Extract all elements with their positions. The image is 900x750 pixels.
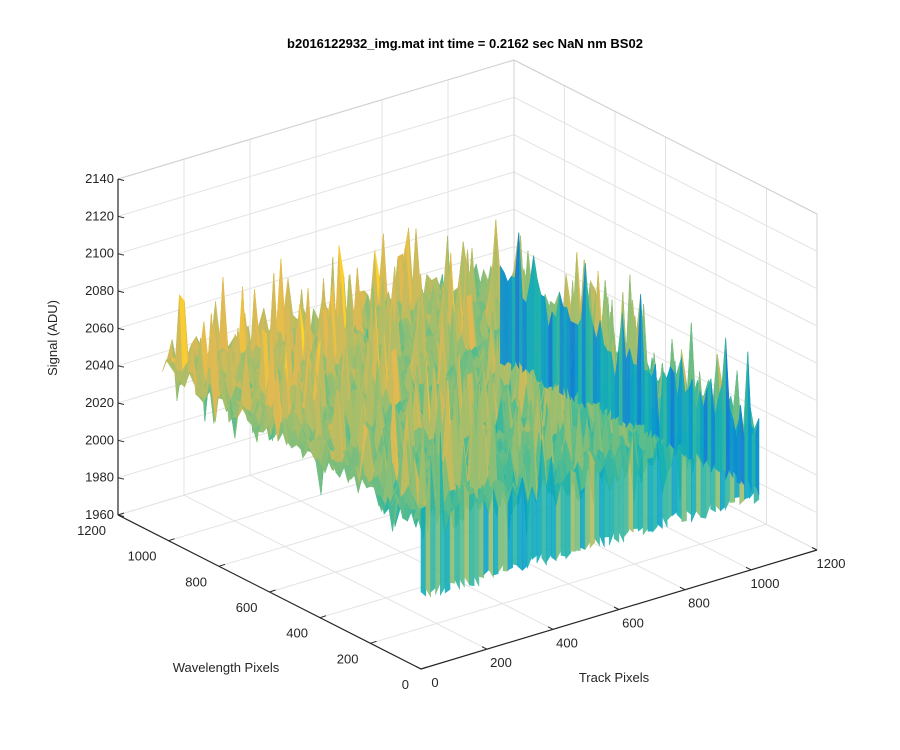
surface-skirt <box>454 501 460 590</box>
surface-skirt <box>550 456 557 562</box>
surface-skirt <box>464 484 470 586</box>
grid-line <box>117 96 515 217</box>
box-edge <box>513 59 818 215</box>
surface-skirt <box>502 491 509 572</box>
surface-skirt <box>488 489 494 579</box>
surface-skirt <box>449 507 456 584</box>
surface-skirt <box>594 463 600 547</box>
surface-mesh <box>162 219 760 599</box>
surface-skirt <box>483 501 489 576</box>
grid-line <box>117 171 515 292</box>
surface-skirt <box>493 489 499 576</box>
grid-line <box>513 171 818 327</box>
surface-skirt <box>444 514 451 594</box>
surface-skirt <box>478 500 485 579</box>
surface-skirt <box>512 486 518 566</box>
surface-skirt <box>425 458 432 599</box>
surface-skirt <box>560 476 567 557</box>
grid-line <box>513 208 818 364</box>
surface-skirt <box>618 454 625 543</box>
surface-skirt <box>473 493 480 587</box>
surface-skirt <box>468 493 475 587</box>
surface-skirt <box>575 472 581 551</box>
surface-skirt <box>589 451 596 549</box>
surface-skirt <box>459 484 465 588</box>
grid-line <box>513 134 818 290</box>
box-edge <box>117 59 515 180</box>
surface-skirt <box>623 454 629 538</box>
grid-line <box>513 96 818 252</box>
surface-skirt <box>599 465 605 548</box>
grid-line <box>370 523 767 644</box>
surface-skirt <box>541 439 547 567</box>
surface-skirt <box>420 505 427 597</box>
grid-line <box>117 134 515 255</box>
grid-line <box>513 246 818 402</box>
surface-skirt <box>565 468 572 560</box>
surface-skirt <box>507 486 514 571</box>
surface-skirt <box>570 469 576 552</box>
surface-skirt <box>613 474 620 543</box>
